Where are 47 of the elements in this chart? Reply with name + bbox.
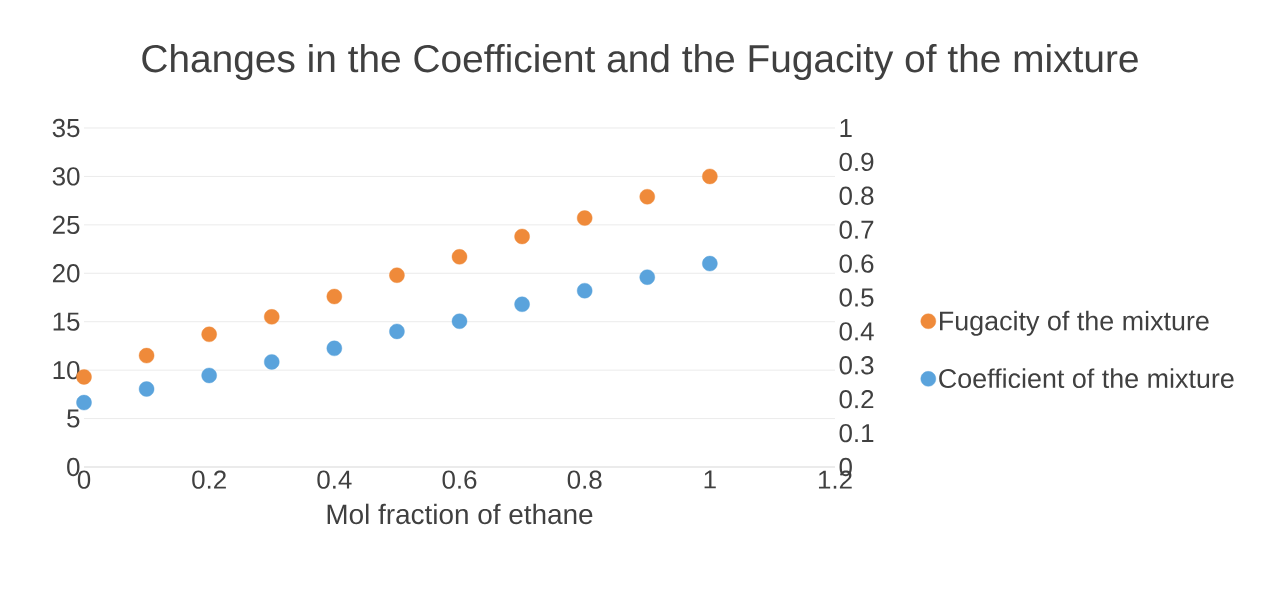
point [201,367,217,384]
point [514,296,530,312]
point [264,309,280,325]
y2-tick-label: 0.1 [839,423,874,443]
chart-title: Changes in the Coefficient and the Fugacity of the mixture [142,43,1138,81]
y-tick-label: 35 [52,118,80,138]
y2-tick-label: 0.2 [839,390,874,409]
y2-tick-label: 0.3 [839,356,874,375]
point [326,340,343,357]
point [702,255,718,272]
point [576,210,593,226]
point [639,269,655,285]
point [201,326,217,342]
point [576,283,593,299]
y-tick-label: 25 [52,215,80,235]
point [702,168,718,185]
point [138,347,155,364]
point [639,189,655,205]
point [451,313,468,329]
legend-label: Coefficient of the mixture [939,368,1234,389]
point [326,288,343,305]
point [389,323,405,340]
x-tick-label: 0.8 [567,470,602,489]
point [514,228,530,245]
y2-tick-label: 0.7 [839,220,874,239]
y-tick-label: 10 [53,360,80,380]
y2-tick-label: 0.5 [839,288,874,307]
y-tick-label: 30 [52,167,80,186]
y-tick-label: 15 [53,312,80,331]
x-axis-title: Mol fraction of ethane [327,503,593,525]
x-tick-label: 0.4 [317,470,352,489]
y2-tick-label: 0.6 [839,254,874,273]
legend-label: Fugacity of the mixture [940,310,1209,336]
point [264,354,280,370]
y-tick-label: 5 [67,409,80,428]
y2-tick-label: 1 [840,119,852,137]
point [451,249,468,265]
point [389,267,405,283]
x-tick-label: 0.2 [192,470,226,489]
y2-tick-label: 0.9 [839,152,874,172]
y2-tick-label: 0.4 [839,322,874,341]
point [76,394,92,411]
x-tick-label: 0.6 [442,470,477,489]
point [138,381,155,397]
x-tick-label: 1 [704,470,716,489]
y2-tick-label: 0.8 [839,186,874,205]
y-tick-label: 20 [52,264,80,283]
